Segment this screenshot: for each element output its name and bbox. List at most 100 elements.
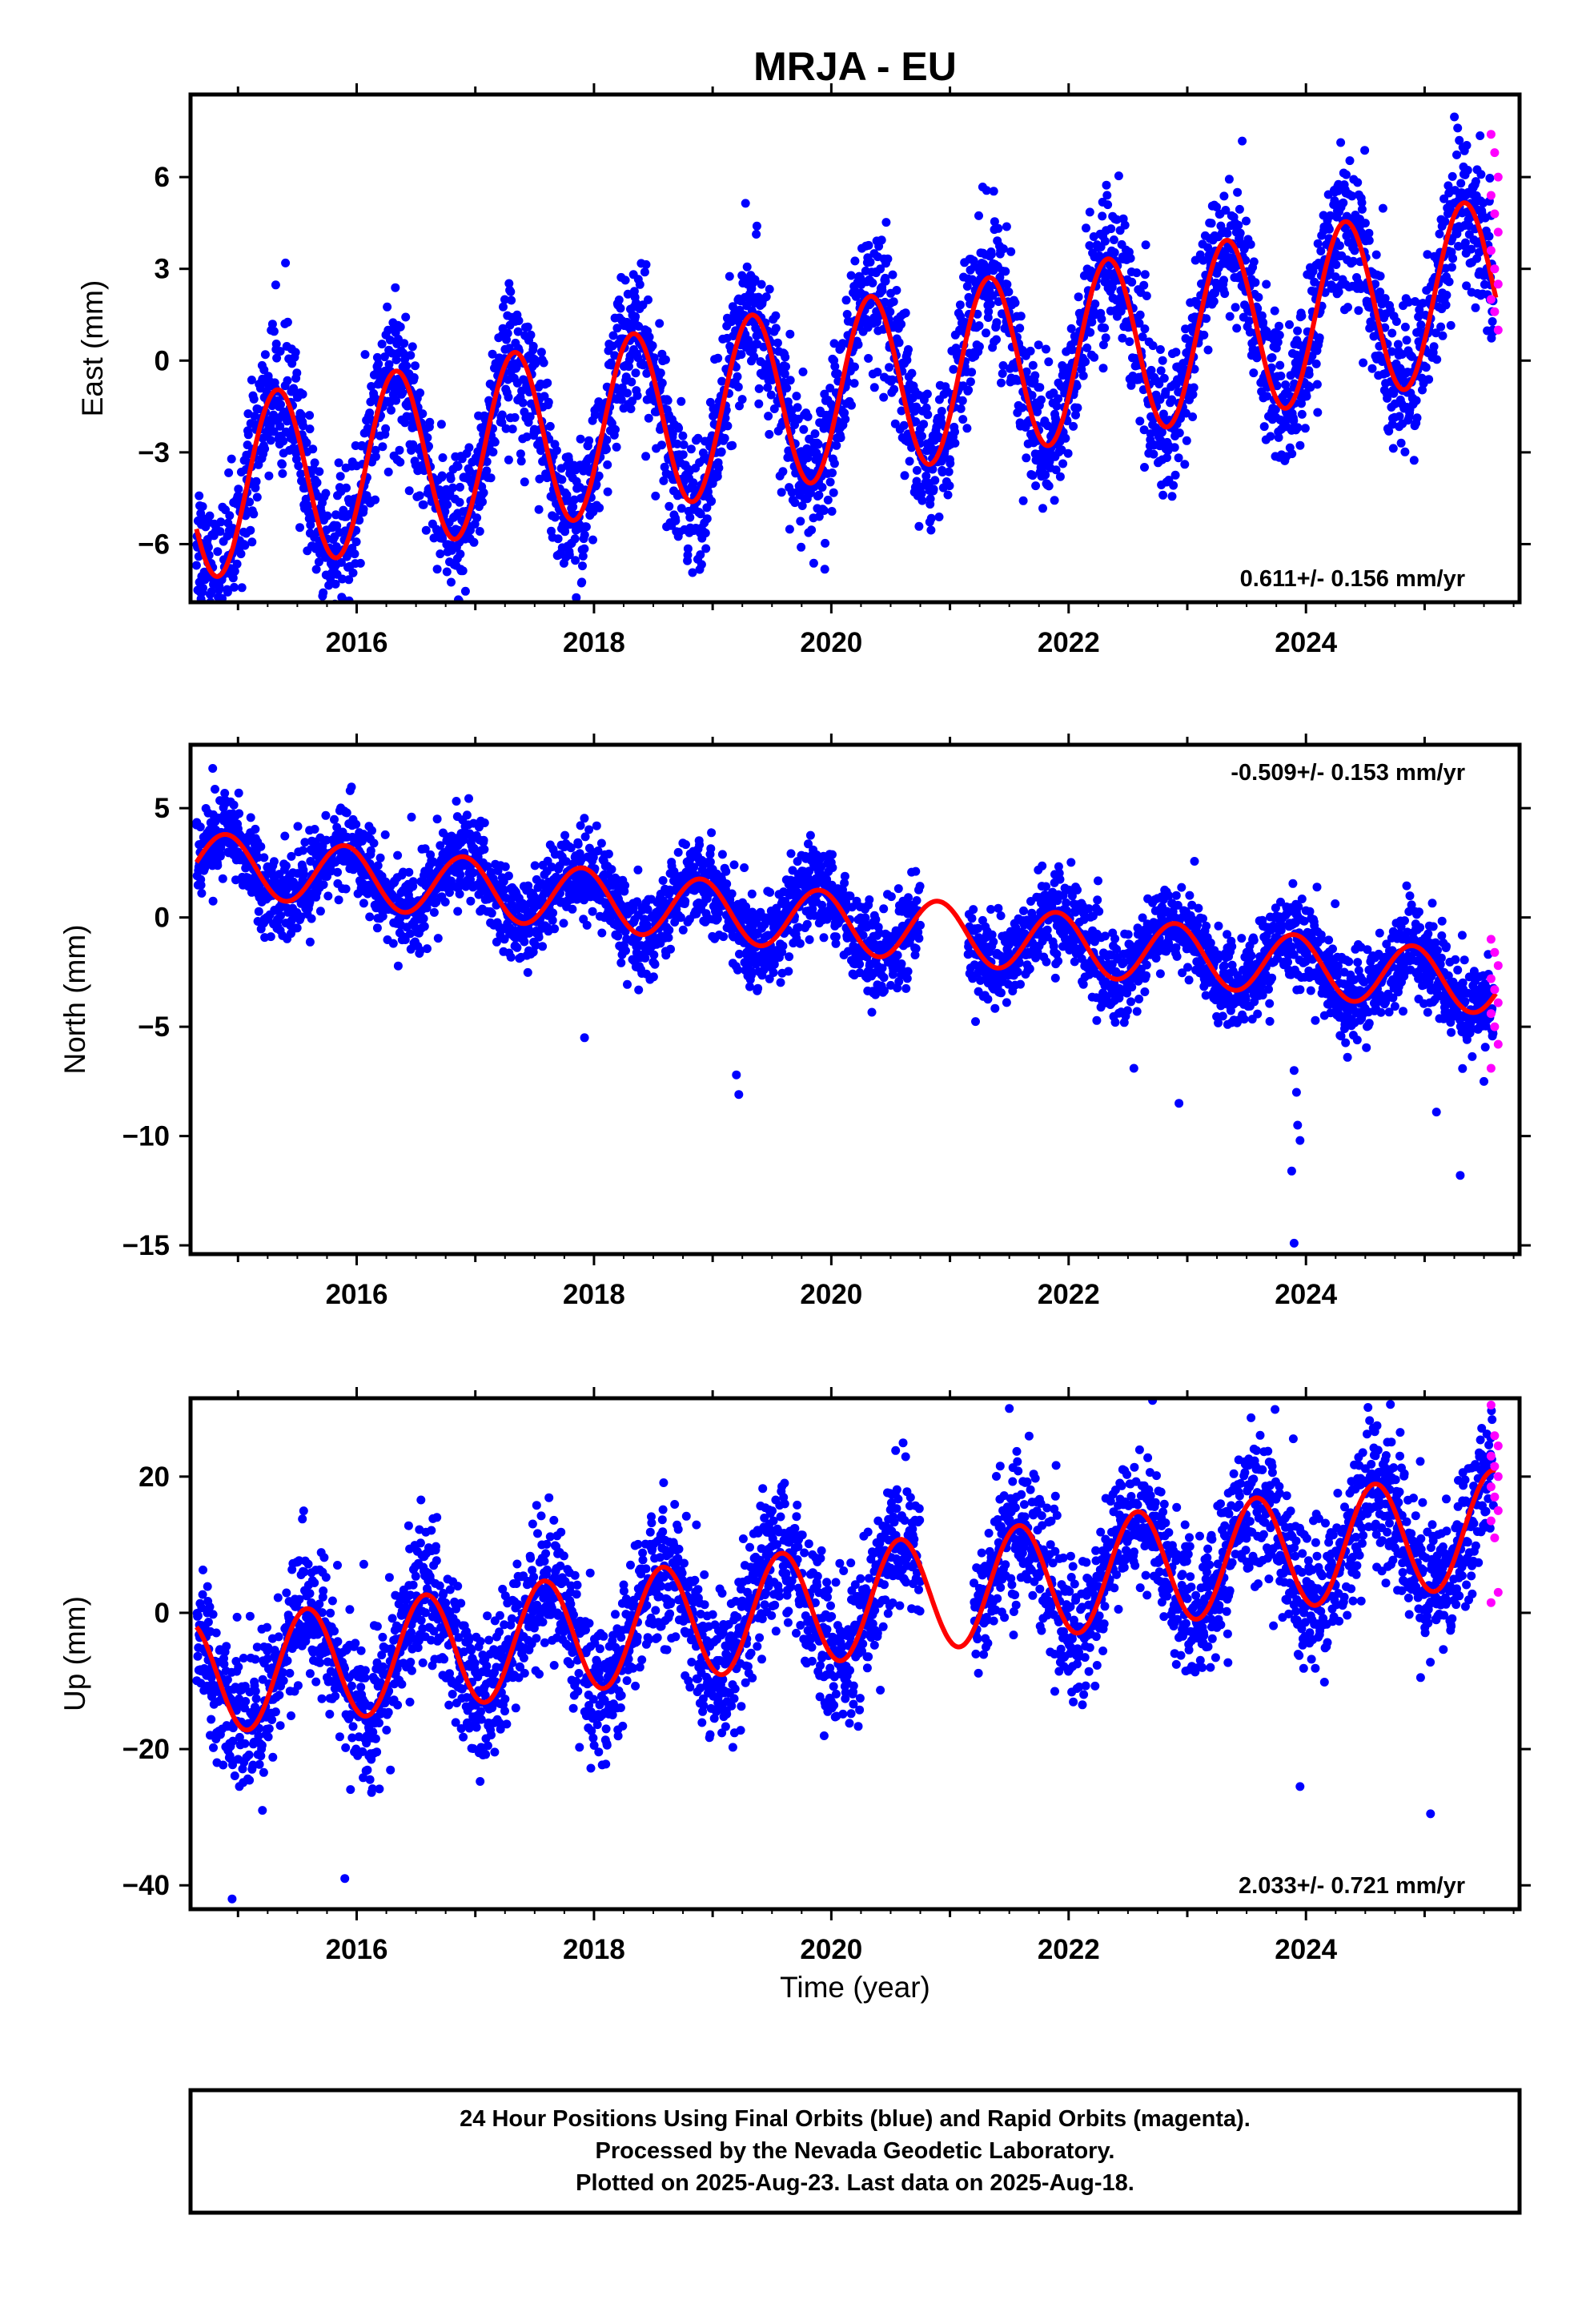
east-point <box>780 369 789 379</box>
east-point <box>998 244 1008 254</box>
east-point <box>1276 372 1286 380</box>
east-point <box>1293 423 1303 432</box>
east-point <box>516 456 526 466</box>
north-point <box>479 835 488 845</box>
east-point <box>1313 239 1323 248</box>
east-point <box>227 454 236 464</box>
east-point <box>1018 403 1027 412</box>
east-point <box>1460 238 1470 247</box>
north-point <box>208 764 218 773</box>
east-point <box>379 352 389 362</box>
east-point <box>1455 135 1464 145</box>
east-point <box>868 278 877 287</box>
east-point <box>1348 256 1358 266</box>
north-point <box>502 894 511 903</box>
east-point <box>404 486 414 496</box>
east-point <box>766 390 776 400</box>
east-y-tick-label: 6 <box>155 162 170 193</box>
east-point <box>1380 323 1390 332</box>
east-point <box>1212 203 1222 211</box>
east-point <box>814 490 824 500</box>
east-point <box>572 593 581 602</box>
east-point <box>557 475 567 485</box>
east-x-tick-label: 2024 <box>1275 627 1337 658</box>
east-point <box>1018 496 1028 505</box>
east-point <box>686 629 695 638</box>
east-point <box>525 412 535 421</box>
east-point <box>644 413 653 423</box>
east-point <box>967 368 977 377</box>
east-point <box>216 517 226 527</box>
east-point <box>560 527 570 537</box>
east-point <box>456 549 465 559</box>
east-point <box>269 327 279 336</box>
east-point <box>1271 404 1280 414</box>
east-point <box>245 497 255 507</box>
east-point <box>371 452 380 461</box>
east-point <box>929 485 938 494</box>
east-point <box>1357 204 1367 214</box>
north-point <box>592 821 601 830</box>
east-point <box>315 467 324 476</box>
east-point <box>889 297 898 307</box>
east-point <box>951 344 961 353</box>
east-point <box>237 583 247 593</box>
north-point <box>524 928 534 938</box>
east-point <box>526 330 536 340</box>
east-point <box>580 530 589 540</box>
east-point <box>438 453 448 462</box>
north-point <box>419 914 428 923</box>
east-point <box>1441 300 1451 310</box>
east-point <box>819 506 829 515</box>
east-point <box>1224 175 1234 184</box>
east-rapid-point <box>1493 172 1503 182</box>
east-point <box>1238 136 1247 146</box>
east-point <box>1044 481 1054 491</box>
east-point <box>1120 220 1130 230</box>
east-point <box>842 310 852 319</box>
east-point <box>1429 342 1439 352</box>
east-point <box>289 384 299 393</box>
east-point <box>499 302 508 312</box>
east-point <box>436 549 445 559</box>
north-point <box>416 946 425 955</box>
east-point <box>984 307 994 316</box>
east-point <box>1400 322 1410 332</box>
east-point <box>207 605 216 613</box>
east-point <box>1235 228 1245 238</box>
east-point <box>402 361 412 371</box>
east-point <box>418 409 428 419</box>
east-point <box>1330 196 1339 205</box>
east-point <box>623 388 632 398</box>
north-point <box>530 861 540 870</box>
east-point <box>455 497 464 507</box>
east-point <box>1127 277 1137 287</box>
east-point <box>335 472 345 481</box>
north-point <box>524 881 533 891</box>
east-point <box>1438 331 1447 340</box>
east-point <box>1295 440 1305 450</box>
east-point <box>611 424 620 434</box>
east-point <box>607 360 616 370</box>
east-point <box>308 444 318 454</box>
east-point <box>635 279 644 289</box>
east-point <box>717 376 727 386</box>
east-point <box>1209 296 1219 306</box>
east-point <box>930 476 940 485</box>
east-point <box>964 385 974 395</box>
north-point <box>468 868 478 878</box>
east-point <box>198 502 207 511</box>
east-point <box>1207 219 1216 228</box>
east-point <box>1447 263 1456 272</box>
east-point <box>754 399 764 408</box>
east-point <box>733 382 743 392</box>
east-point <box>570 534 580 544</box>
east-point <box>921 403 931 412</box>
east-point <box>311 565 321 574</box>
east-point <box>986 300 995 309</box>
east-point <box>1249 368 1259 378</box>
east-point <box>1375 271 1385 281</box>
east-point <box>1082 223 1090 233</box>
north-point <box>305 897 315 907</box>
east-point <box>733 372 742 381</box>
